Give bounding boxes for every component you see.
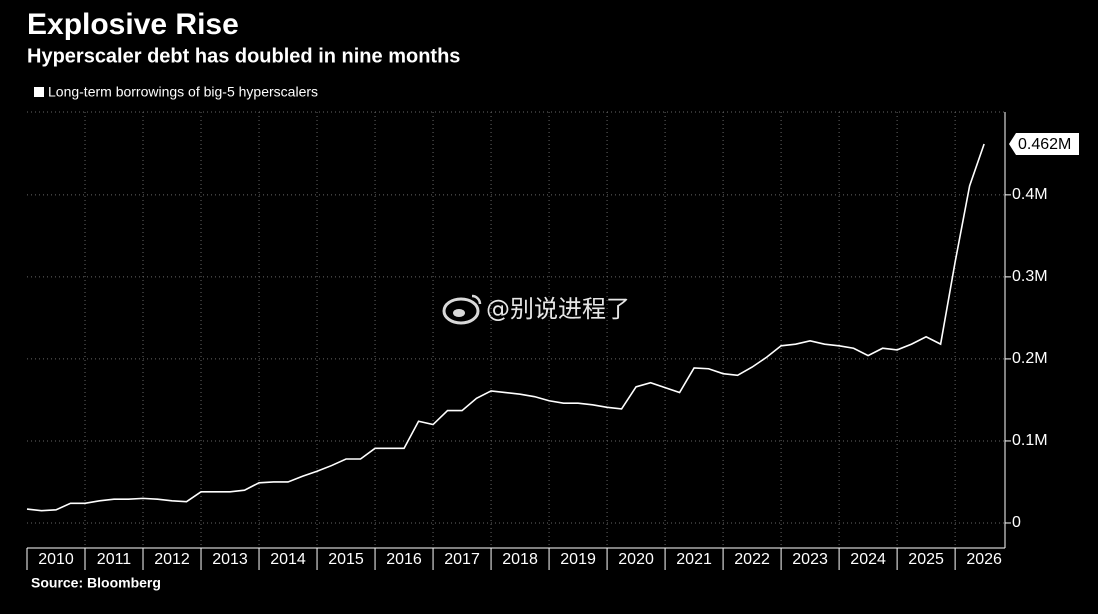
x-tick-label: 2020: [618, 551, 654, 568]
x-tick-label: 2023: [792, 551, 828, 568]
x-tick-label: 2010: [38, 551, 74, 568]
x-tick-label: 2012: [154, 551, 190, 568]
y-tick-label: 0.4M: [1012, 186, 1048, 203]
x-tick-label: 2011: [97, 551, 132, 568]
legend-swatch: [34, 87, 44, 97]
x-tick-label: 2021: [676, 551, 712, 568]
chart-title: Explosive Rise: [27, 8, 239, 41]
y-tick-label: 0: [1012, 514, 1021, 531]
watermark: @别说进程了: [486, 295, 630, 323]
y-tick-label: 0.2M: [1012, 350, 1048, 367]
x-tick-label: 2018: [502, 551, 538, 568]
x-tick-label: 2014: [270, 551, 306, 568]
y-tick-label: 0.1M: [1012, 432, 1048, 449]
line: [26, 143, 985, 512]
y-tick-label: 0.3M: [1012, 268, 1048, 285]
x-tick-label: 2019: [560, 551, 596, 568]
x-tick-label: 2013: [212, 551, 248, 568]
value-callout: [1009, 132, 1079, 155]
chart-subtitle: Hyperscaler debt has doubled in nine mon…: [27, 45, 460, 67]
value-label: 0.462M: [1018, 136, 1071, 153]
legend-label: Long-term borrowings of big-5 hyperscale…: [48, 84, 318, 100]
x-tick-label: 2015: [328, 551, 364, 568]
x-tick-label: 2016: [386, 551, 422, 568]
x-tick-label: 2025: [908, 551, 944, 568]
x-tick-label: 2022: [734, 551, 770, 568]
x-tick-label: 2024: [850, 551, 886, 568]
x-tick-label: 2026: [966, 551, 1002, 568]
source: Source: Bloomberg: [31, 575, 161, 591]
watermark-icon: [442, 294, 482, 325]
x-tick-label: 2017: [444, 551, 480, 568]
